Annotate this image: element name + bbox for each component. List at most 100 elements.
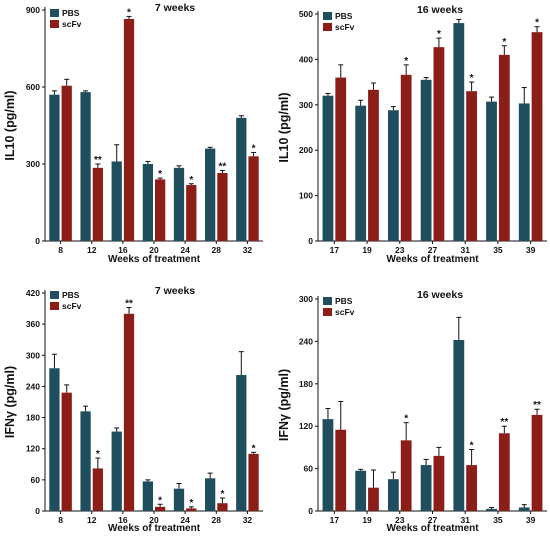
bar-scfv-20: [155, 506, 166, 511]
x-tick-label: 17: [330, 515, 340, 525]
x-tick-label: 32: [243, 245, 253, 255]
bar-scfv-8: [61, 392, 72, 511]
significance-marker: *: [220, 489, 224, 500]
significance-marker: *: [96, 449, 100, 460]
x-tick-label: 28: [212, 515, 222, 525]
x-tick-label: 12: [87, 245, 97, 255]
y-tick-label: 120: [26, 444, 40, 454]
y-axis-label: IFNγ (pg/ml): [277, 369, 291, 441]
y-tick-label: 900: [26, 5, 40, 15]
y-tick-label: 240: [299, 336, 313, 346]
bar-scfv-19: [368, 487, 379, 511]
bar-pbs-31: [453, 339, 465, 511]
bar-pbs-23: [387, 479, 399, 511]
bar-scfv-28: [217, 503, 228, 511]
x-tick-label: 24: [180, 245, 190, 255]
x-tick-label: 12: [87, 515, 97, 525]
y-tick-label: 360: [26, 319, 40, 329]
legend-label-scfv: scFv: [62, 19, 82, 29]
x-tick-label: 35: [493, 245, 503, 255]
x-tick-label: 35: [493, 515, 503, 525]
legend-swatch-pbs: [323, 12, 332, 20]
legend-swatch-scfv: [323, 308, 332, 316]
y-tick-label: 200: [299, 145, 313, 155]
x-tick-label: 39: [526, 245, 536, 255]
x-tick-label: 8: [58, 245, 63, 255]
bar-scfv-32: [248, 156, 259, 241]
x-tick-label: 19: [362, 515, 372, 525]
significance-marker: *: [502, 37, 506, 48]
bar-pbs-32: [236, 375, 247, 511]
bar-scfv-20: [155, 179, 166, 241]
bar-scfv-17: [335, 77, 347, 241]
x-tick-label: 8: [58, 515, 63, 525]
y-tick-label: 300: [299, 100, 313, 110]
legend-label-pbs: PBS: [62, 8, 80, 18]
bar-scfv-39: [531, 414, 543, 511]
significance-marker: *: [470, 73, 474, 84]
x-tick-label: 23: [395, 515, 405, 525]
bar-scfv-24: [186, 185, 197, 241]
x-tick-label: 19: [362, 245, 372, 255]
bar-scfv-17: [335, 429, 347, 511]
x-tick-label: 20: [149, 515, 159, 525]
chart-panel-2: 0 100 200 300 400 500 17 19 * 23 * 27 * 31 * 35 * 39 16 we…: [277, 4, 547, 265]
bar-pbs-39: [518, 103, 530, 241]
y-tick-label: 420: [26, 288, 40, 298]
significance-marker: *: [189, 498, 193, 509]
significance-marker: *: [470, 441, 474, 452]
chart-panel-1: 0 300 600 900 8 ** 12 * 16 * 20 * 24 ** 28 * 32 7 weeks We…: [3, 2, 263, 265]
significance-marker: *: [158, 495, 162, 506]
bar-pbs-23: [387, 110, 399, 241]
bar-pbs-20: [142, 481, 153, 511]
chart-title: 7 weeks: [155, 2, 195, 14]
y-tick-label: 240: [26, 381, 40, 391]
bar-pbs-28: [205, 478, 216, 511]
legend-swatch-scfv: [323, 23, 332, 31]
x-tick-label: 16: [118, 245, 128, 255]
x-axis-label: Weeks of treatment: [108, 254, 201, 265]
legend-label-pbs: PBS: [62, 290, 80, 300]
bar-scfv-12: [92, 167, 103, 241]
y-axis-label: IL10 (pg/ml): [3, 90, 17, 160]
y-tick-label: 100: [299, 191, 313, 201]
bar-pbs-12: [80, 411, 91, 511]
significance-marker: *: [437, 29, 441, 40]
bar-pbs-8: [49, 94, 60, 241]
y-axis-label: IL10 (pg/ml): [277, 92, 291, 162]
x-tick-label: 32: [243, 515, 253, 525]
bar-scfv-28: [217, 172, 228, 241]
x-tick-label: 31: [460, 245, 470, 255]
legend-swatch-pbs: [50, 9, 59, 17]
significance-marker: *: [252, 143, 256, 154]
legend-swatch-scfv: [50, 302, 59, 310]
bar-scfv-16: [123, 313, 135, 511]
bar-pbs-17: [322, 419, 334, 511]
y-tick-label: 180: [26, 413, 40, 423]
y-tick-label: 0: [308, 236, 313, 246]
bar-scfv-8: [61, 85, 72, 241]
bar-pbs-35: [486, 101, 497, 241]
x-tick-label: 31: [460, 515, 470, 525]
y-tick-label: 60: [31, 475, 41, 485]
legend-label-scfv: scFv: [62, 301, 82, 311]
x-tick-label: 27: [428, 245, 438, 255]
significance-marker: **: [219, 161, 227, 172]
significance-marker: *: [535, 18, 539, 29]
legend-label-pbs: PBS: [335, 11, 353, 21]
legend-label-pbs: PBS: [335, 296, 353, 306]
bar-scfv-35: [498, 433, 510, 511]
bar-scfv-12: [92, 468, 103, 511]
bar-pbs-19: [355, 105, 367, 241]
bar-scfv-27: [433, 455, 445, 511]
x-tick-label: 28: [212, 245, 222, 255]
chart-title: 16 weeks: [417, 4, 463, 16]
bar-scfv-23: [400, 440, 412, 511]
y-tick-label: 60: [304, 464, 314, 474]
bar-scfv-27: [433, 47, 445, 241]
bar-scfv-32: [248, 453, 259, 511]
y-tick-label: 400: [299, 54, 313, 64]
bar-pbs-35: [486, 508, 497, 511]
chart-panel-3: 0 60 120 180 240 300 360 420 8 * 12 ** 16 * 20 * 24 * 28 * 3…: [3, 285, 263, 534]
